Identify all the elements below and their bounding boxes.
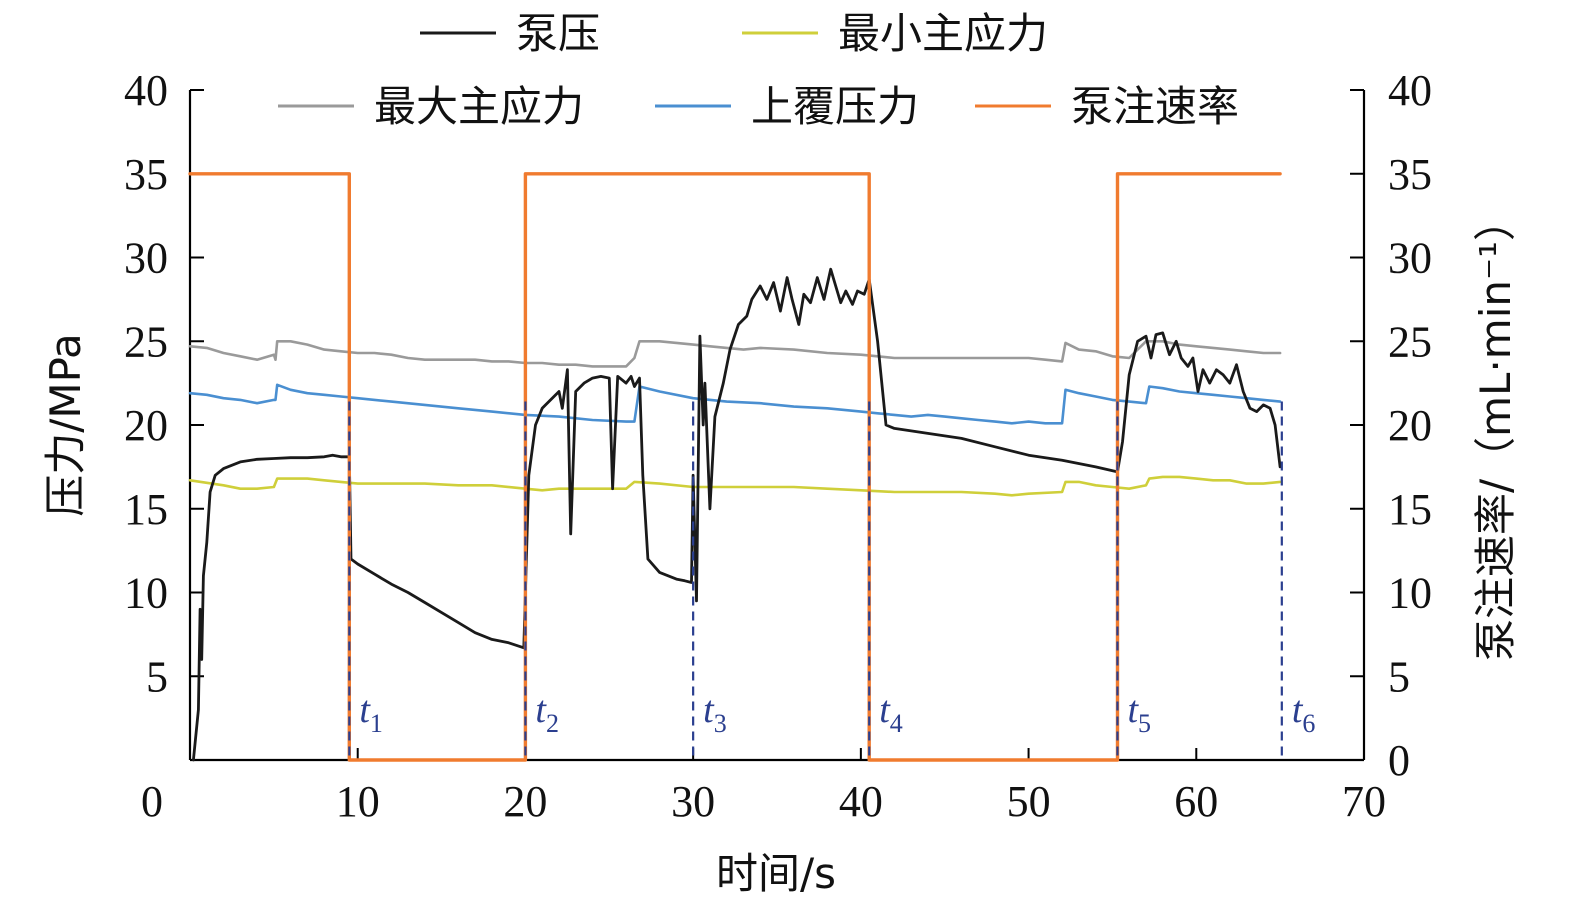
right-y-tick-label: 25 — [1388, 317, 1432, 366]
time-marker-label: t3 — [703, 689, 727, 738]
right-y-tick-label: 5 — [1388, 652, 1410, 701]
legend-label: 泵压 — [516, 9, 600, 58]
left-y-tick-label: 25 — [124, 317, 168, 366]
x-tick-label: 30 — [671, 777, 715, 826]
left-y-tick-label: 20 — [124, 401, 168, 450]
legend-label: 泵注速率 — [1071, 82, 1239, 131]
legend-label: 上覆压力 — [751, 82, 919, 131]
right-y-tick-label: 30 — [1388, 234, 1432, 283]
left-y-tick-label: 10 — [124, 569, 168, 618]
legend-label: 最小主应力 — [838, 9, 1048, 58]
series-line — [192, 267, 1282, 762]
time-marker-subscript: 4 — [890, 709, 903, 738]
time-marker-label: t1 — [359, 689, 383, 738]
time-marker-label: t4 — [879, 689, 903, 738]
time-markers-layer: t1 t2 t3 t4 t5 t6 — [348, 401, 1316, 760]
left-y-tick-label: 35 — [124, 150, 168, 199]
right-y-axis-title: 泵注速率/（mL·min⁻¹） — [1471, 199, 1520, 661]
time-marker-subscript: 2 — [546, 709, 559, 738]
x-tick-label: 50 — [1007, 777, 1051, 826]
left-y-axis-title: 压力/MPa — [41, 333, 90, 517]
right-y-tick-label: 10 — [1388, 569, 1432, 618]
time-marker-subscript: 5 — [1138, 709, 1151, 738]
right-y-tick-label: 15 — [1388, 485, 1432, 534]
x-tick-label: 10 — [336, 777, 380, 826]
x-tick-label: 0 — [141, 777, 163, 826]
time-marker-subscript: 6 — [1302, 709, 1315, 738]
time-marker-subscript: 1 — [370, 709, 383, 738]
left-y-tick-label: 40 — [124, 66, 168, 115]
time-marker-label: t2 — [535, 689, 559, 738]
x-axis-title: 时间/s — [716, 849, 836, 898]
right-y-tick-label: 35 — [1388, 150, 1432, 199]
x-tick-label: 70 — [1342, 777, 1386, 826]
right-y-tick-label: 40 — [1388, 66, 1432, 115]
series-line — [188, 475, 1282, 497]
series-line — [188, 340, 1282, 368]
x-tick-label: 60 — [1174, 777, 1218, 826]
axes-layer: 0 10 20 30 40 50 60 705101520253035400510152025… — [124, 66, 1432, 826]
series-line — [188, 383, 1282, 425]
left-y-tick-label: 30 — [124, 234, 168, 283]
time-marker-subscript: 3 — [714, 709, 727, 738]
right-y-tick-label: 20 — [1388, 401, 1432, 450]
left-y-tick-label: 5 — [146, 652, 168, 701]
x-tick-label: 20 — [503, 777, 547, 826]
right-y-tick-label: 0 — [1388, 736, 1410, 785]
time-marker-label: t5 — [1127, 689, 1151, 738]
x-tick-label: 40 — [839, 777, 883, 826]
legend-label: 最大主应力 — [374, 82, 584, 131]
time-marker-label: t6 — [1292, 689, 1316, 738]
left-y-tick-label: 15 — [124, 485, 168, 534]
